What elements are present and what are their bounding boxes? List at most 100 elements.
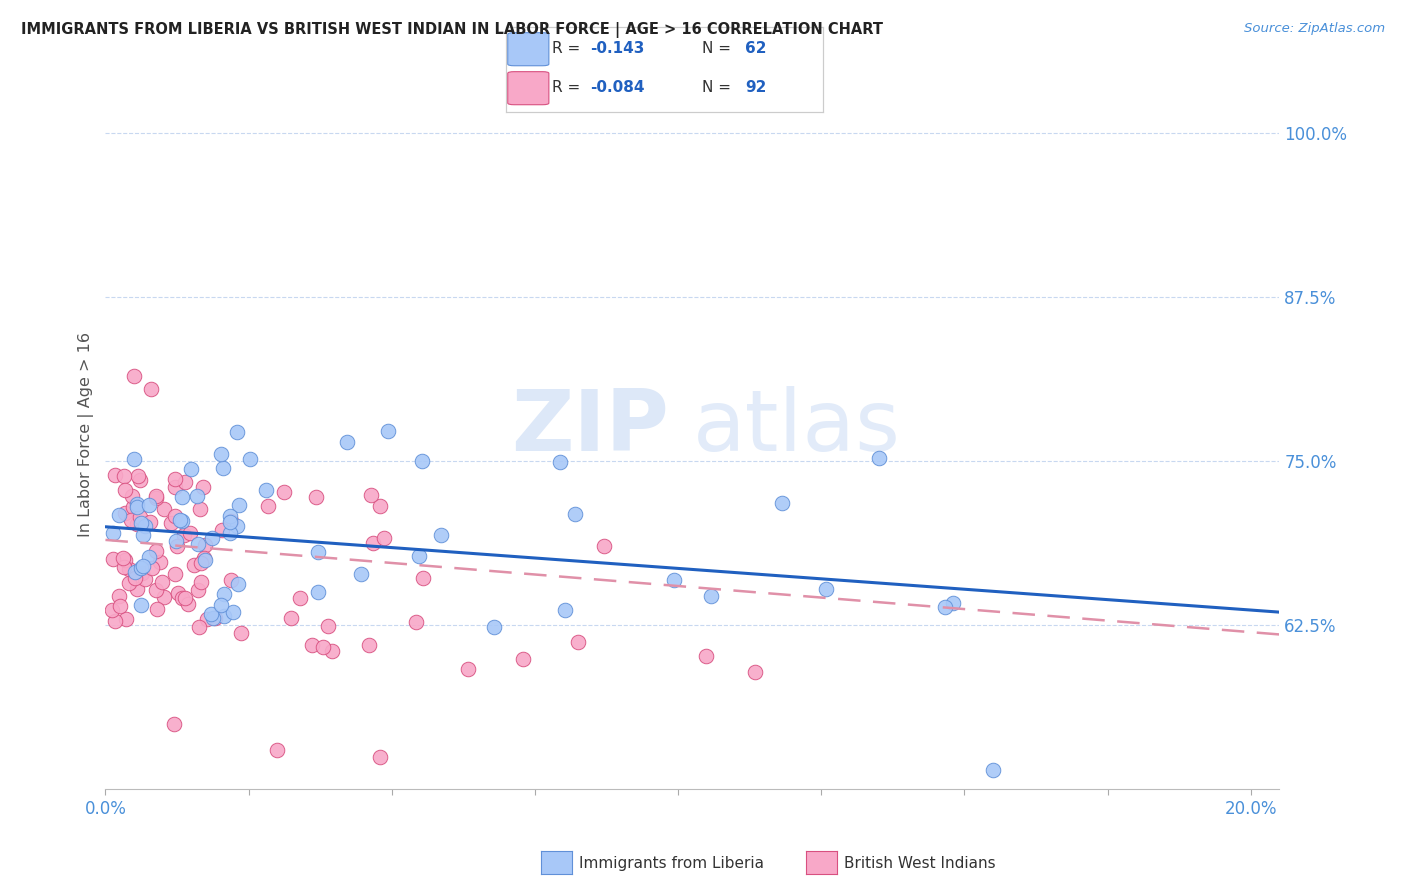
- Point: [226, 519, 249, 533]
- Point: [770, 495, 793, 509]
- Text: atlas: atlas: [692, 386, 900, 469]
- Point: [145, 491, 167, 505]
- Point: [368, 500, 391, 514]
- Point: [125, 500, 148, 515]
- Point: [193, 480, 215, 494]
- Point: [305, 490, 328, 504]
- Point: [108, 599, 131, 614]
- Point: [336, 434, 359, 449]
- Point: [194, 552, 217, 566]
- Point: [209, 598, 232, 612]
- Text: 62: 62: [745, 41, 766, 56]
- Point: [219, 516, 242, 530]
- Point: [114, 506, 136, 520]
- Point: [273, 485, 295, 500]
- Point: [125, 497, 148, 511]
- Point: [430, 528, 453, 542]
- Y-axis label: In Labor Force | Age > 16: In Labor Force | Age > 16: [79, 333, 94, 537]
- Point: [101, 603, 124, 617]
- Point: [229, 625, 252, 640]
- Point: [554, 603, 576, 617]
- Point: [482, 620, 505, 634]
- Point: [934, 599, 956, 614]
- Point: [169, 513, 191, 527]
- Point: [163, 472, 186, 486]
- Point: [187, 582, 209, 597]
- Point: [180, 462, 202, 476]
- Point: [190, 556, 212, 570]
- Point: [204, 611, 226, 625]
- Point: [150, 575, 173, 590]
- Text: -0.143: -0.143: [591, 41, 644, 56]
- Point: [370, 749, 392, 764]
- Point: [361, 536, 384, 550]
- Point: [127, 469, 149, 483]
- Point: [187, 620, 209, 634]
- Point: [128, 473, 150, 487]
- Point: [172, 490, 194, 504]
- Point: [288, 591, 311, 605]
- Text: ZIP: ZIP: [512, 386, 669, 469]
- Point: [131, 598, 153, 612]
- Point: [321, 644, 343, 658]
- Point: [153, 591, 176, 605]
- Point: [564, 507, 586, 521]
- Point: [138, 550, 160, 565]
- Point: [744, 665, 766, 680]
- Point: [700, 590, 723, 604]
- Point: [159, 516, 181, 530]
- Point: [567, 634, 589, 648]
- Point: [179, 525, 201, 540]
- Point: [360, 488, 382, 502]
- Point: [149, 555, 172, 569]
- Point: [125, 516, 148, 531]
- Point: [868, 451, 890, 466]
- Point: [411, 454, 433, 468]
- Point: [134, 519, 156, 533]
- Point: [190, 574, 212, 589]
- Point: [173, 528, 195, 542]
- Point: [219, 573, 242, 587]
- Point: [211, 523, 233, 537]
- Point: [942, 596, 965, 610]
- Point: [408, 549, 430, 563]
- Point: [115, 612, 138, 626]
- Point: [165, 567, 187, 582]
- Point: [226, 577, 249, 591]
- Point: [548, 455, 571, 469]
- Point: [121, 489, 143, 503]
- Point: [457, 662, 479, 676]
- Point: [412, 571, 434, 585]
- Point: [117, 576, 139, 591]
- Point: [256, 500, 278, 514]
- Point: [357, 638, 380, 652]
- Point: [280, 611, 302, 625]
- Point: [131, 566, 153, 581]
- Point: [512, 651, 534, 665]
- Point: [228, 498, 250, 512]
- Point: [165, 533, 187, 548]
- Point: [145, 489, 167, 503]
- Point: [134, 572, 156, 586]
- Point: [112, 469, 135, 483]
- Point: [194, 538, 217, 552]
- Point: [124, 565, 146, 579]
- Point: [193, 551, 215, 566]
- Point: [132, 559, 155, 574]
- Point: [166, 540, 188, 554]
- Point: [174, 475, 197, 489]
- FancyBboxPatch shape: [508, 71, 548, 104]
- Point: [128, 510, 150, 524]
- Text: R =: R =: [553, 41, 591, 56]
- Point: [662, 573, 685, 587]
- Point: [195, 612, 218, 626]
- Point: [187, 536, 209, 550]
- Point: [145, 602, 167, 616]
- Point: [141, 561, 163, 575]
- Text: N =: N =: [703, 41, 737, 56]
- Text: Immigrants from Liberia: Immigrants from Liberia: [579, 856, 765, 871]
- Point: [307, 584, 329, 599]
- Point: [122, 452, 145, 467]
- Point: [141, 382, 163, 396]
- Point: [122, 500, 145, 515]
